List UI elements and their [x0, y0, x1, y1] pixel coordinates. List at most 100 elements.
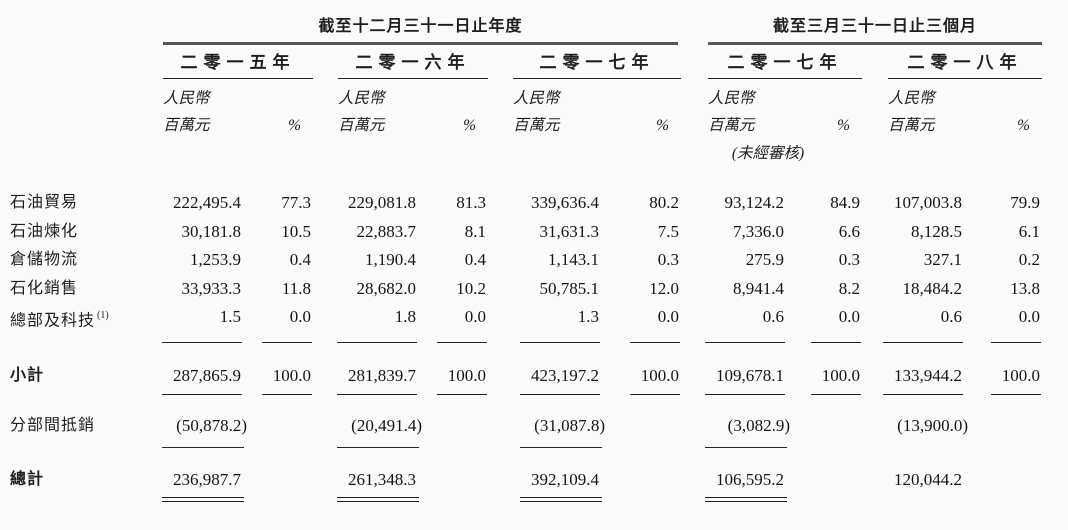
unit-header-2017-annual: 人民幣 百萬元%: [513, 85, 681, 139]
percent-value: 0.0: [838, 307, 860, 326]
year-header-2018-interim: 二零一八年: [888, 45, 1042, 79]
value-cell: 1,253.9: [163, 246, 245, 275]
percent-cell: 0.2: [966, 246, 1042, 275]
percent-cell: [420, 466, 488, 495]
amount-value: 7,336.0: [733, 221, 784, 241]
value-cell: 327.1: [888, 246, 966, 275]
amount-value: 1.5: [219, 307, 241, 326]
amount-value: 109,678.1: [716, 365, 784, 385]
percent-value: 100.0: [272, 365, 311, 385]
currency-label: 人民幣: [163, 89, 210, 107]
value-cell: 28,682.0: [338, 275, 420, 304]
amount-value: (13,900.0): [897, 416, 968, 435]
percent-cell: [603, 412, 681, 441]
table-row-elimination: 分部間抵銷 (50,878.2) (20,491.4) (31,087.8) (3,0…: [0, 412, 1068, 447]
amount-value: 236,987.7: [173, 470, 241, 489]
currency-label: 人民幣: [888, 89, 935, 107]
scale-label: 百萬元: [513, 116, 560, 134]
currency-label: 人民幣: [708, 89, 755, 107]
value-cell: 236,987.7: [162, 466, 245, 501]
row-label: 小計: [10, 366, 45, 384]
amount-value: 222,495.4: [173, 193, 241, 212]
year-header-2016: 二零一六年: [338, 45, 488, 79]
percent-cell: 100.0: [603, 362, 681, 395]
percent-value: 0.0: [657, 307, 679, 326]
value-cell: 30,181.8: [163, 218, 245, 247]
value-cell: 1.5: [162, 303, 245, 342]
amount-value: 133,944.2: [894, 365, 962, 385]
value-cell: 33,933.3: [163, 275, 245, 304]
table-row-data: 倉儲物流 1,253.9 0.4 1,190.4 0.4 1,143.1 0.3 275.9…: [0, 246, 1068, 275]
year-header-2017-annual: 二零一七年: [513, 45, 681, 79]
value-cell: 31,631.3: [513, 218, 603, 247]
percent-cell: [245, 412, 313, 441]
percent-value: 77.3: [281, 193, 311, 212]
value-cell: 261,348.3: [337, 466, 420, 501]
value-cell: 392,109.4: [513, 466, 603, 501]
amount-value: 22,883.7: [356, 221, 417, 241]
value-cell: 222,495.4: [163, 189, 245, 218]
amount-value: 1,143.1: [548, 250, 599, 269]
row-label: 總部及科技 (1): [10, 310, 109, 330]
unit-header-2015: 人民幣 百萬元%: [163, 85, 313, 139]
unit-header-2017-interim: 人民幣 百萬元% (未經審核): [708, 85, 862, 169]
unaudited-note: (未經審核): [731, 144, 805, 162]
table-body: 石油貿易 222,495.4 77.3 229,081.8 81.3 339,636.4…: [0, 189, 1068, 501]
amount-value: 1.3: [577, 307, 599, 326]
row-label: 總計: [10, 471, 45, 488]
percent-value: 7.5: [657, 221, 679, 241]
amount-value: 93,124.2: [724, 193, 785, 212]
percent-value: 0.4: [289, 250, 311, 269]
scale-label: 百萬元: [888, 116, 935, 134]
percent-cell: 0.0: [788, 303, 862, 342]
percent-value: 6.6: [838, 221, 860, 241]
amount-value: 106,595.2: [716, 470, 784, 489]
percent-value: 13.8: [1010, 278, 1040, 298]
percent-value: 100.0: [447, 365, 486, 385]
year-header-2015: 二零一五年: [163, 45, 313, 79]
section-title-interim: 截至三月三十一日止三個月: [772, 18, 977, 35]
row-label: 石油貿易: [10, 194, 79, 211]
scale-label: 百萬元: [338, 116, 385, 134]
segment-revenue-table: 截至十二月三十一日止年度 截至三月三十一日止三個月 二零一五年 二零一六年 二零…: [0, 14, 1068, 530]
amount-value: 423,197.2: [531, 365, 599, 385]
percent-cell: 0.0: [420, 303, 488, 342]
percent-cell: [788, 412, 862, 441]
amount-value: 30,181.8: [181, 221, 242, 241]
percent-cell: 77.3: [245, 189, 313, 218]
percent-value: 12.0: [649, 278, 679, 298]
table-row-total: 總計 236,987.7 261,348.3 392,109.4 106,595.2 1…: [0, 466, 1068, 501]
percent-cell: 6.6: [788, 218, 862, 247]
value-cell: 275.9: [708, 246, 788, 275]
percent-value: 100.0: [640, 365, 679, 385]
percent-value: 100.0: [821, 365, 860, 385]
table-row-data: 石油貿易 222,495.4 77.3 229,081.8 81.3 339,636.4…: [0, 189, 1068, 218]
percent-cell: 100.0: [245, 362, 313, 395]
value-cell: 106,595.2: [705, 466, 788, 501]
value-cell: 0.6: [705, 303, 788, 342]
amount-value: 8,128.5: [911, 221, 962, 241]
row-label: 倉儲物流: [10, 251, 79, 268]
value-cell: 0.6: [883, 303, 966, 342]
year-header-row: 二零一五年 二零一六年 二零一七年 二零一七年 二零一八年: [0, 45, 1068, 79]
currency-label: 人民幣: [513, 89, 560, 107]
amount-value: 18,484.2: [902, 278, 963, 298]
percent-cell: 100.0: [966, 362, 1042, 395]
percent-cell: 0.4: [245, 246, 313, 275]
value-cell: 7,336.0: [708, 218, 788, 247]
percent-label: %: [656, 116, 669, 134]
percent-value: 0.2: [1018, 250, 1040, 269]
value-cell: 229,081.8: [338, 189, 420, 218]
unit-header-2018-interim: 人民幣 百萬元%: [888, 85, 1042, 139]
value-cell: (20,491.4): [337, 412, 422, 447]
amount-value: 229,081.8: [348, 193, 416, 212]
scale-label: 百萬元: [708, 116, 755, 134]
value-cell: (31,087.8): [513, 412, 605, 447]
percent-value: 84.9: [830, 193, 860, 212]
percent-value: 100.0: [1001, 365, 1040, 385]
amount-value: (3,082.9): [727, 416, 790, 435]
value-cell: 1.8: [337, 303, 420, 342]
table-row-subtotal: 小計 287,865.9 100.0 281,839.7 100.0 423,197.2…: [0, 362, 1068, 395]
percent-cell: 100.0: [788, 362, 862, 395]
year-header-2017-interim: 二零一七年: [708, 45, 862, 79]
